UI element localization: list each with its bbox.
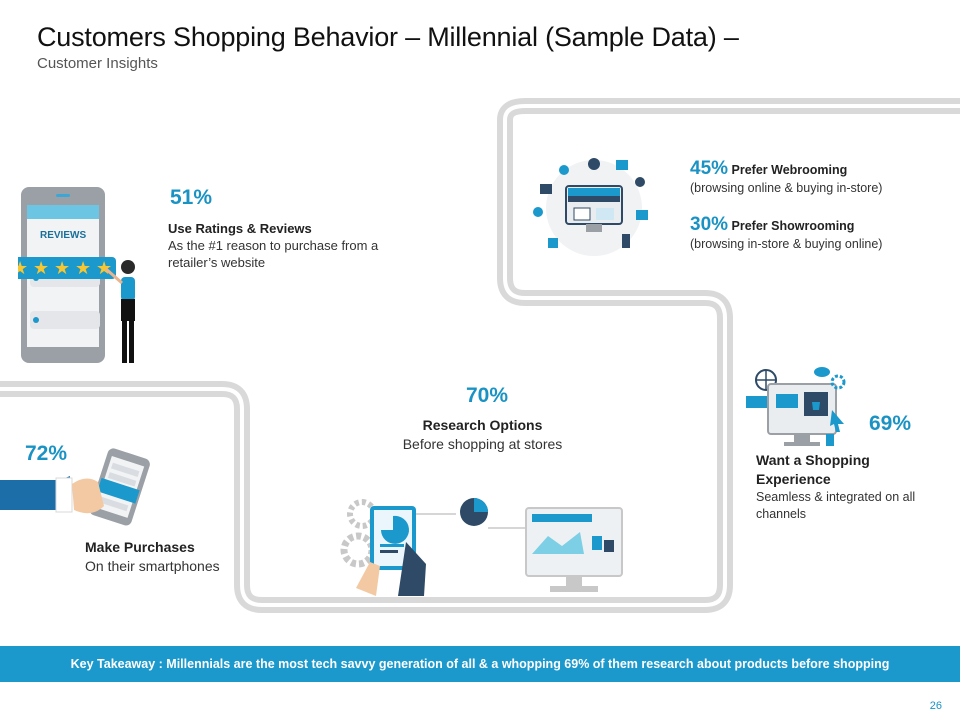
reviews-percent: 51% xyxy=(170,186,213,209)
showrooming-block: 30% Prefer Showrooming (browsing in-stor… xyxy=(690,214,950,253)
experience-percent: 69% xyxy=(869,412,912,435)
showrooming-percent: 30% xyxy=(690,214,729,235)
webrooming-heading: Prefer Webrooming xyxy=(731,163,848,177)
experience-heading: Want a Shopping Experience xyxy=(756,452,870,487)
purchases-description: On their smartphones xyxy=(85,558,220,574)
research-illustration xyxy=(340,498,623,596)
svg-text:★: ★ xyxy=(18,258,28,279)
purchases-heading: Make Purchases xyxy=(85,539,195,555)
research-percent: 70% xyxy=(466,384,509,407)
svg-text:★: ★ xyxy=(75,258,91,279)
research-heading: Research Options xyxy=(422,417,543,433)
reviews-text: Use Ratings & Reviews As the #1 reason t… xyxy=(168,220,398,271)
shopping-experience-illustration xyxy=(746,367,846,446)
showrooming-description: (browsing in-store & buying online) xyxy=(690,237,883,251)
page-number: 26 xyxy=(929,700,942,712)
smartphone-purchase-illustration xyxy=(0,448,150,526)
research-description: Before shopping at stores xyxy=(402,436,563,452)
webrooming-block: 45% Prefer Webrooming (browsing online &… xyxy=(690,158,950,197)
svg-text:★: ★ xyxy=(33,258,49,279)
purchases-text: Make Purchases On their smartphones xyxy=(85,538,235,576)
webrooming-percent: 45% xyxy=(690,158,729,179)
reviews-description: As the #1 reason to purchase from a reta… xyxy=(168,238,379,270)
reviews-heading: Use Ratings & Reviews xyxy=(168,221,312,236)
svg-text:★: ★ xyxy=(96,258,112,279)
online-store-illustration xyxy=(533,158,648,256)
svg-text:★: ★ xyxy=(54,258,70,279)
page-title: Customers Shopping Behavior – Millennial… xyxy=(37,22,739,52)
key-takeaway-banner: Key Takeaway : Millennials are the most … xyxy=(0,646,960,682)
reviews-phone-illustration: ★ ★ ★ ★ ★ xyxy=(18,187,135,363)
research-text: Research Options Before shopping at stor… xyxy=(380,416,585,454)
page-subtitle: Customer Insights xyxy=(37,55,158,72)
purchases-percent: 72% xyxy=(25,442,68,465)
phone-reviews-label: REVIEWS xyxy=(40,230,87,241)
showrooming-heading: Prefer Showrooming xyxy=(731,219,855,233)
webrooming-description: (browsing online & buying in-store) xyxy=(690,181,883,195)
experience-text: Want a Shopping Experience Seamless & in… xyxy=(756,451,946,523)
experience-description: Seamless & integrated on all channels xyxy=(756,490,916,521)
